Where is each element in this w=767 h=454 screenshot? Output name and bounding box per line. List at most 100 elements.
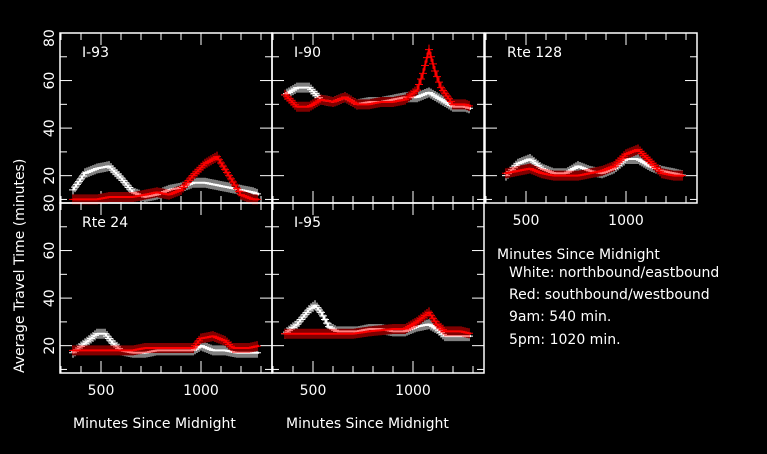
x-tick-label: 1000 xyxy=(395,383,431,399)
data-point-northbound xyxy=(303,307,311,318)
x-axis-label-left: Minutes Since Midnight xyxy=(73,416,236,432)
data-point-southbound xyxy=(626,147,634,158)
data-point-westbound xyxy=(425,44,433,55)
data-point-southbound xyxy=(197,162,205,173)
data-point-northbound xyxy=(107,335,115,346)
y-tick-label: 20 xyxy=(42,167,58,185)
y-axis-label: Average Travel Time (minutes) xyxy=(12,159,28,373)
data-point-westbound xyxy=(345,94,353,105)
data-point-southbound xyxy=(185,175,193,186)
data-point-northbound xyxy=(115,171,123,182)
data-point-northbound xyxy=(109,165,117,176)
panel-title: I-93 xyxy=(82,45,109,61)
data-point-southbound xyxy=(439,324,447,335)
data-point-southbound xyxy=(195,164,203,175)
data-point-southbound xyxy=(610,161,618,172)
data-point-southbound xyxy=(189,343,197,354)
data-point-northbound xyxy=(427,320,435,331)
data-point-southbound xyxy=(219,335,227,346)
data-point-southbound xyxy=(602,164,610,175)
data-point-southbound xyxy=(183,177,191,188)
data-point-southbound xyxy=(213,332,221,343)
data-point-southbound xyxy=(618,153,626,164)
data-point-southbound xyxy=(642,152,650,163)
data-point-southbound xyxy=(201,158,209,169)
panel-title: I-90 xyxy=(294,45,321,61)
data-point-southbound xyxy=(187,173,195,184)
data-point-westbound xyxy=(435,77,443,88)
data-point-eastbound xyxy=(419,89,427,100)
data-point-northbound xyxy=(113,169,121,180)
data-point-westbound xyxy=(291,99,299,110)
data-point-northbound xyxy=(75,176,83,187)
data-point-westbound xyxy=(447,96,455,107)
data-point-westbound xyxy=(443,91,451,102)
data-point-westbound xyxy=(427,51,435,62)
data-point-northbound xyxy=(524,154,532,165)
data-point-northbound xyxy=(105,333,113,344)
data-point-eastbound xyxy=(431,91,439,102)
data-point-southbound xyxy=(205,156,213,167)
data-point-southbound xyxy=(179,182,187,193)
data-point-southbound xyxy=(191,168,199,179)
data-point-northbound xyxy=(105,161,113,172)
data-point-westbound xyxy=(289,97,297,108)
data-point-southbound xyxy=(638,148,646,159)
data-point-northbound xyxy=(634,154,642,165)
data-point-southbound xyxy=(536,167,544,178)
data-point-eastbound xyxy=(429,89,437,100)
data-point-northbound xyxy=(85,166,93,177)
data-point-westbound xyxy=(313,96,321,107)
data-point-westbound xyxy=(335,94,343,105)
x-tick-label: 500 xyxy=(88,383,115,399)
data-point-southbound xyxy=(656,166,664,177)
data-point-westbound xyxy=(415,79,423,90)
data-point-southbound xyxy=(177,184,185,195)
data-point-northbound xyxy=(121,177,129,188)
data-point-southbound xyxy=(217,334,225,345)
data-point-southbound xyxy=(530,165,538,176)
data-point-southbound xyxy=(193,166,201,177)
data-point-southbound xyxy=(526,163,534,174)
data-point-southbound xyxy=(534,166,542,177)
data-point-northbound xyxy=(301,309,309,320)
y-tick-label: 80 xyxy=(42,29,58,47)
data-point-northbound xyxy=(73,179,81,190)
data-point-westbound xyxy=(461,99,469,110)
data-point-southbound xyxy=(189,170,197,181)
data-point-westbound xyxy=(343,93,351,104)
data-point-southbound xyxy=(604,163,612,174)
x-tick-label: 1000 xyxy=(608,213,644,229)
data-point-southbound xyxy=(239,190,247,201)
legend-red: Red: southbound/westbound xyxy=(509,287,710,303)
data-point-southbound xyxy=(403,322,411,333)
data-point-southbound xyxy=(624,148,632,159)
data-point-westbound xyxy=(341,92,349,103)
data-point-westbound xyxy=(419,68,427,79)
data-point-southbound xyxy=(171,187,179,198)
data-point-westbound xyxy=(333,95,341,106)
data-point-southbound xyxy=(600,165,608,176)
data-point-southbound xyxy=(636,146,644,157)
data-point-southbound xyxy=(247,193,255,204)
data-point-southbound xyxy=(634,144,642,155)
data-point-westbound xyxy=(413,85,421,96)
panel-frame xyxy=(271,202,485,374)
data-point-northbound xyxy=(83,167,91,178)
data-point-southbound xyxy=(632,145,640,156)
data-point-westbound xyxy=(437,82,445,93)
data-point-northbound xyxy=(81,168,89,179)
data-point-southbound xyxy=(654,164,662,175)
data-point-eastbound xyxy=(433,92,441,103)
legend-white: White: northbound/eastbound xyxy=(509,265,719,281)
legend-5pm: 5pm: 1020 min. xyxy=(509,332,621,348)
data-point-northbound xyxy=(297,314,305,325)
data-point-westbound xyxy=(441,88,449,99)
panel-i-93: I-93 80 60 40 20 xyxy=(42,29,273,205)
data-point-northbound xyxy=(125,182,133,193)
data-point-southbound xyxy=(173,186,181,197)
data-point-northbound xyxy=(309,301,317,312)
data-point-westbound xyxy=(305,101,313,112)
data-point-southbound xyxy=(606,162,614,173)
data-point-southbound xyxy=(423,308,431,319)
